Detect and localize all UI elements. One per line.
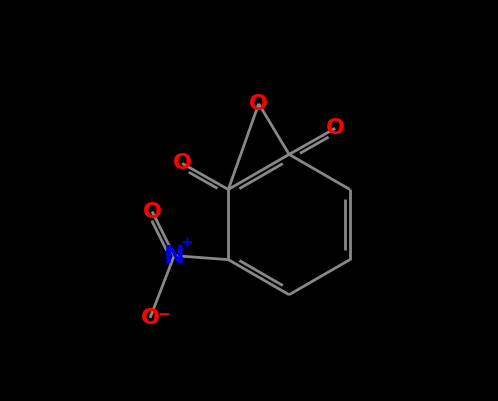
Text: O: O	[142, 202, 162, 221]
Text: +: +	[181, 235, 193, 250]
Text: N: N	[164, 244, 185, 267]
Text: O: O	[173, 154, 192, 173]
Text: O: O	[140, 308, 160, 328]
Text: −: −	[157, 307, 170, 322]
Text: O: O	[326, 118, 345, 138]
Text: O: O	[249, 94, 268, 114]
